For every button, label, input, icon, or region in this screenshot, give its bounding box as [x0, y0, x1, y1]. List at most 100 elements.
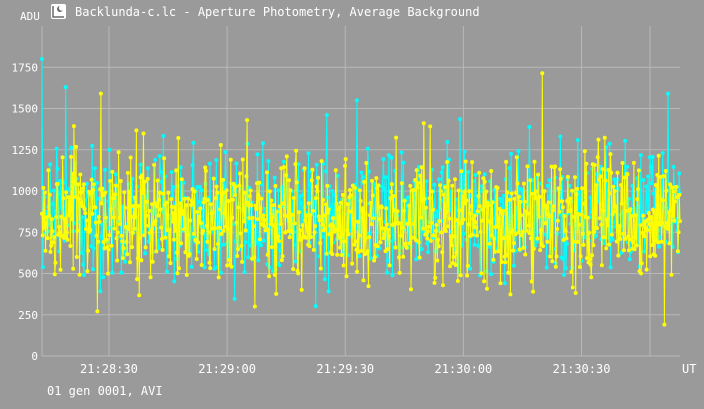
data-point: [524, 228, 529, 233]
data-point: [533, 189, 538, 194]
data-point: [80, 215, 85, 220]
data-point: [227, 258, 232, 262]
data-point: [128, 260, 132, 265]
data-point: [333, 168, 338, 173]
data-point: [653, 253, 658, 258]
data-point: [82, 273, 86, 277]
data-point: [450, 261, 455, 265]
data-point: [146, 223, 151, 228]
data-point: [246, 203, 251, 208]
data-point: [218, 207, 223, 212]
data-point: [462, 149, 467, 154]
data-point: [468, 266, 473, 271]
data-point: [591, 243, 596, 248]
moon-chart-icon[interactable]: [51, 4, 66, 19]
data-point: [123, 225, 128, 229]
data-point: [472, 213, 477, 218]
data-point: [497, 207, 502, 211]
data-point: [573, 175, 577, 180]
data-point: [431, 233, 436, 238]
data-point: [186, 196, 191, 201]
data-point: [500, 197, 504, 202]
data-point: [509, 191, 514, 196]
data-point: [224, 188, 229, 193]
data-point: [79, 190, 83, 195]
data-point: [530, 191, 535, 196]
data-point: [53, 260, 58, 265]
data-point: [191, 231, 196, 236]
data-point: [500, 204, 505, 209]
data-point: [642, 234, 647, 239]
data-point: [284, 173, 289, 178]
data-point: [104, 237, 109, 242]
data-point: [169, 197, 174, 202]
data-point: [52, 235, 57, 240]
data-point: [111, 196, 115, 201]
data-point: [503, 260, 508, 265]
data-point: [580, 186, 585, 191]
data-point: [330, 188, 335, 193]
data-point: [381, 157, 386, 162]
data-point: [666, 210, 671, 215]
data-point: [419, 215, 423, 220]
data-point: [595, 226, 599, 231]
data-point: [235, 254, 240, 258]
data-point: [153, 157, 158, 162]
data-point: [638, 153, 643, 158]
data-point: [238, 171, 242, 176]
data-point: [602, 235, 607, 240]
data-point: [304, 213, 309, 218]
data-point: [667, 241, 672, 246]
data-point: [161, 134, 166, 138]
data-point: [249, 203, 254, 208]
data-point: [42, 226, 47, 230]
data-point: [671, 189, 676, 194]
data-point: [432, 182, 437, 187]
data-point: [612, 189, 617, 194]
data-point: [435, 258, 440, 263]
data-point: [361, 174, 366, 179]
data-point: [188, 218, 193, 223]
data-point: [140, 190, 145, 195]
data-point: [188, 226, 193, 231]
data-point: [618, 237, 623, 241]
data-point: [238, 231, 243, 236]
data-point: [262, 218, 267, 222]
data-point: [490, 200, 495, 205]
data-point: [167, 254, 171, 259]
data-point: [321, 198, 325, 202]
data-point: [303, 218, 308, 223]
data-point: [62, 216, 67, 221]
data-point: [387, 263, 392, 268]
data-point: [313, 224, 318, 228]
data-point: [135, 256, 140, 261]
data-point: [568, 208, 573, 213]
data-point: [657, 244, 661, 249]
data-point: [558, 134, 563, 139]
data-point: [316, 175, 321, 180]
data-point: [585, 215, 590, 220]
data-point: [477, 170, 482, 175]
data-point: [644, 184, 649, 189]
data-point: [173, 228, 178, 233]
data-point: [531, 246, 536, 251]
data-point: [348, 193, 353, 198]
data-point: [467, 189, 472, 194]
data-point: [427, 196, 432, 201]
data-point: [337, 205, 342, 210]
data-point: [326, 289, 331, 294]
data-point: [320, 223, 325, 228]
data-point: [336, 235, 341, 240]
data-point: [582, 201, 587, 206]
data-point: [129, 214, 134, 219]
data-point: [516, 230, 521, 235]
data-point: [107, 233, 112, 238]
data-point: [52, 272, 57, 277]
data-point: [535, 236, 540, 241]
data-point: [437, 219, 442, 224]
data-point: [523, 252, 528, 257]
data-point: [330, 252, 335, 257]
data-point: [312, 230, 317, 235]
data-point: [120, 239, 125, 244]
data-point: [455, 218, 460, 223]
